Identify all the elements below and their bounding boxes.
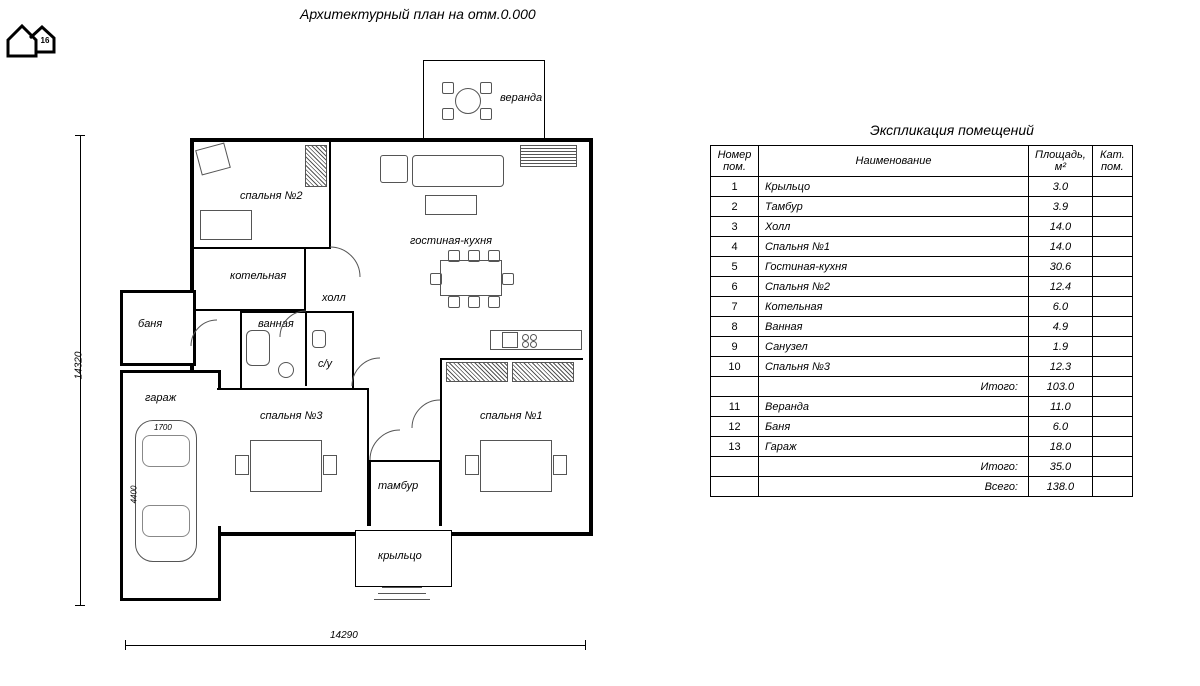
label-sauna: баня	[138, 318, 162, 330]
table-row: 1Крыльцо3.0	[711, 177, 1133, 197]
table-row: 13Гараж18.0	[711, 437, 1133, 457]
table-row: 11Веранда11.0	[711, 397, 1133, 417]
label-bedroom1: спальня №1	[480, 410, 543, 422]
label-living: гостиная-кухня	[410, 235, 492, 247]
table-row: 10Спальня №312.3	[711, 357, 1133, 377]
dim-height: 14320	[73, 352, 84, 380]
label-garage: гараж	[145, 392, 176, 404]
label-boiler: котельная	[230, 270, 286, 282]
dim-width: 14290	[330, 630, 358, 641]
table-row: 6Спальня №212.4	[711, 277, 1133, 297]
plan-title: Архитектурный план на отм.0.000	[300, 6, 536, 22]
logo: 16	[6, 20, 62, 58]
svg-text:16: 16	[41, 36, 50, 45]
table-subtotal: Итого:103.0	[711, 377, 1133, 397]
label-porch: крыльцо	[378, 550, 422, 562]
room-schedule-table: Номер пом. Наименование Площадь, м² Кат.…	[710, 145, 1133, 497]
table-row: 9Санузел1.9	[711, 337, 1133, 357]
table-row: 3Холл14.0	[711, 217, 1133, 237]
table-subtotal: Итого:35.0	[711, 457, 1133, 477]
th-cat: Кат. пом.	[1092, 146, 1132, 177]
label-vestibule: тамбур	[378, 480, 418, 492]
table-subtotal: Всего:138.0	[711, 477, 1133, 497]
floor-plan: 14320 14290 веранда спальня №2 гостиная-…	[120, 60, 600, 650]
label-hall: холл	[322, 292, 346, 304]
table-row: 12Баня6.0	[711, 417, 1133, 437]
table-title: Экспликация помещений	[870, 122, 1034, 138]
th-name: Наименование	[759, 146, 1029, 177]
label-bath: ванная	[258, 318, 294, 330]
table-row: 8Ванная4.9	[711, 317, 1133, 337]
label-bedroom3: спальня №3	[260, 410, 323, 422]
table-row: 7Котельная6.0	[711, 297, 1133, 317]
th-area: Площадь, м²	[1029, 146, 1093, 177]
car-l: 4400	[129, 486, 138, 504]
th-num: Номер пом.	[711, 146, 759, 177]
car-w: 1700	[154, 423, 172, 432]
table-row: 5Гостиная-кухня30.6	[711, 257, 1133, 277]
table-row: 4Спальня №114.0	[711, 237, 1133, 257]
label-veranda: веранда	[500, 92, 542, 104]
table-row: 2Тамбур3.9	[711, 197, 1133, 217]
label-bedroom2: спальня №2	[240, 190, 303, 202]
label-wc: с/у	[318, 358, 332, 370]
